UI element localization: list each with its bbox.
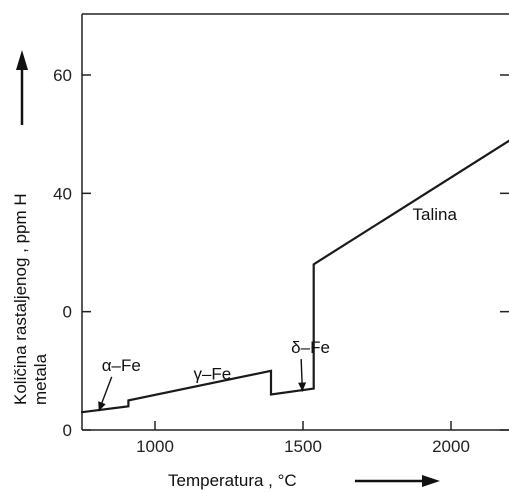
y-axis-arrow bbox=[16, 50, 28, 125]
plot-area bbox=[80, 139, 509, 414]
annotation-arrow-head bbox=[298, 382, 307, 392]
annotation-label: Talina bbox=[413, 205, 458, 224]
y-axis-title: Količina rastaljenog , ppm H bbox=[11, 193, 30, 405]
axis-ticks bbox=[82, 74, 509, 431]
tick-labels: 1000 1500 2000 0 0 40 60 bbox=[53, 66, 470, 456]
y-tick-label: 40 bbox=[53, 184, 72, 203]
y-axis-title-line2: metala bbox=[31, 353, 50, 405]
annotation-arrow-head bbox=[98, 401, 106, 412]
x-tick-label: 1000 bbox=[136, 437, 174, 456]
annotation-label: α–Fe bbox=[102, 356, 141, 375]
annotations: α–Fe γ–Fe δ–Fe Talina bbox=[98, 205, 458, 412]
y-tick-label: 0 bbox=[63, 421, 72, 440]
annotation-label: δ–Fe bbox=[291, 338, 330, 357]
y-tick-label: 60 bbox=[53, 66, 72, 85]
x-tick-label: 1500 bbox=[284, 437, 322, 456]
x-axis-arrow bbox=[355, 475, 440, 487]
x-tick-label: 2000 bbox=[432, 437, 470, 456]
y-tick-label: 0 bbox=[63, 303, 72, 322]
annotation-label: γ–Fe bbox=[193, 365, 231, 384]
series-line bbox=[80, 139, 509, 414]
x-axis-title: Temperatura , °C bbox=[168, 471, 297, 490]
